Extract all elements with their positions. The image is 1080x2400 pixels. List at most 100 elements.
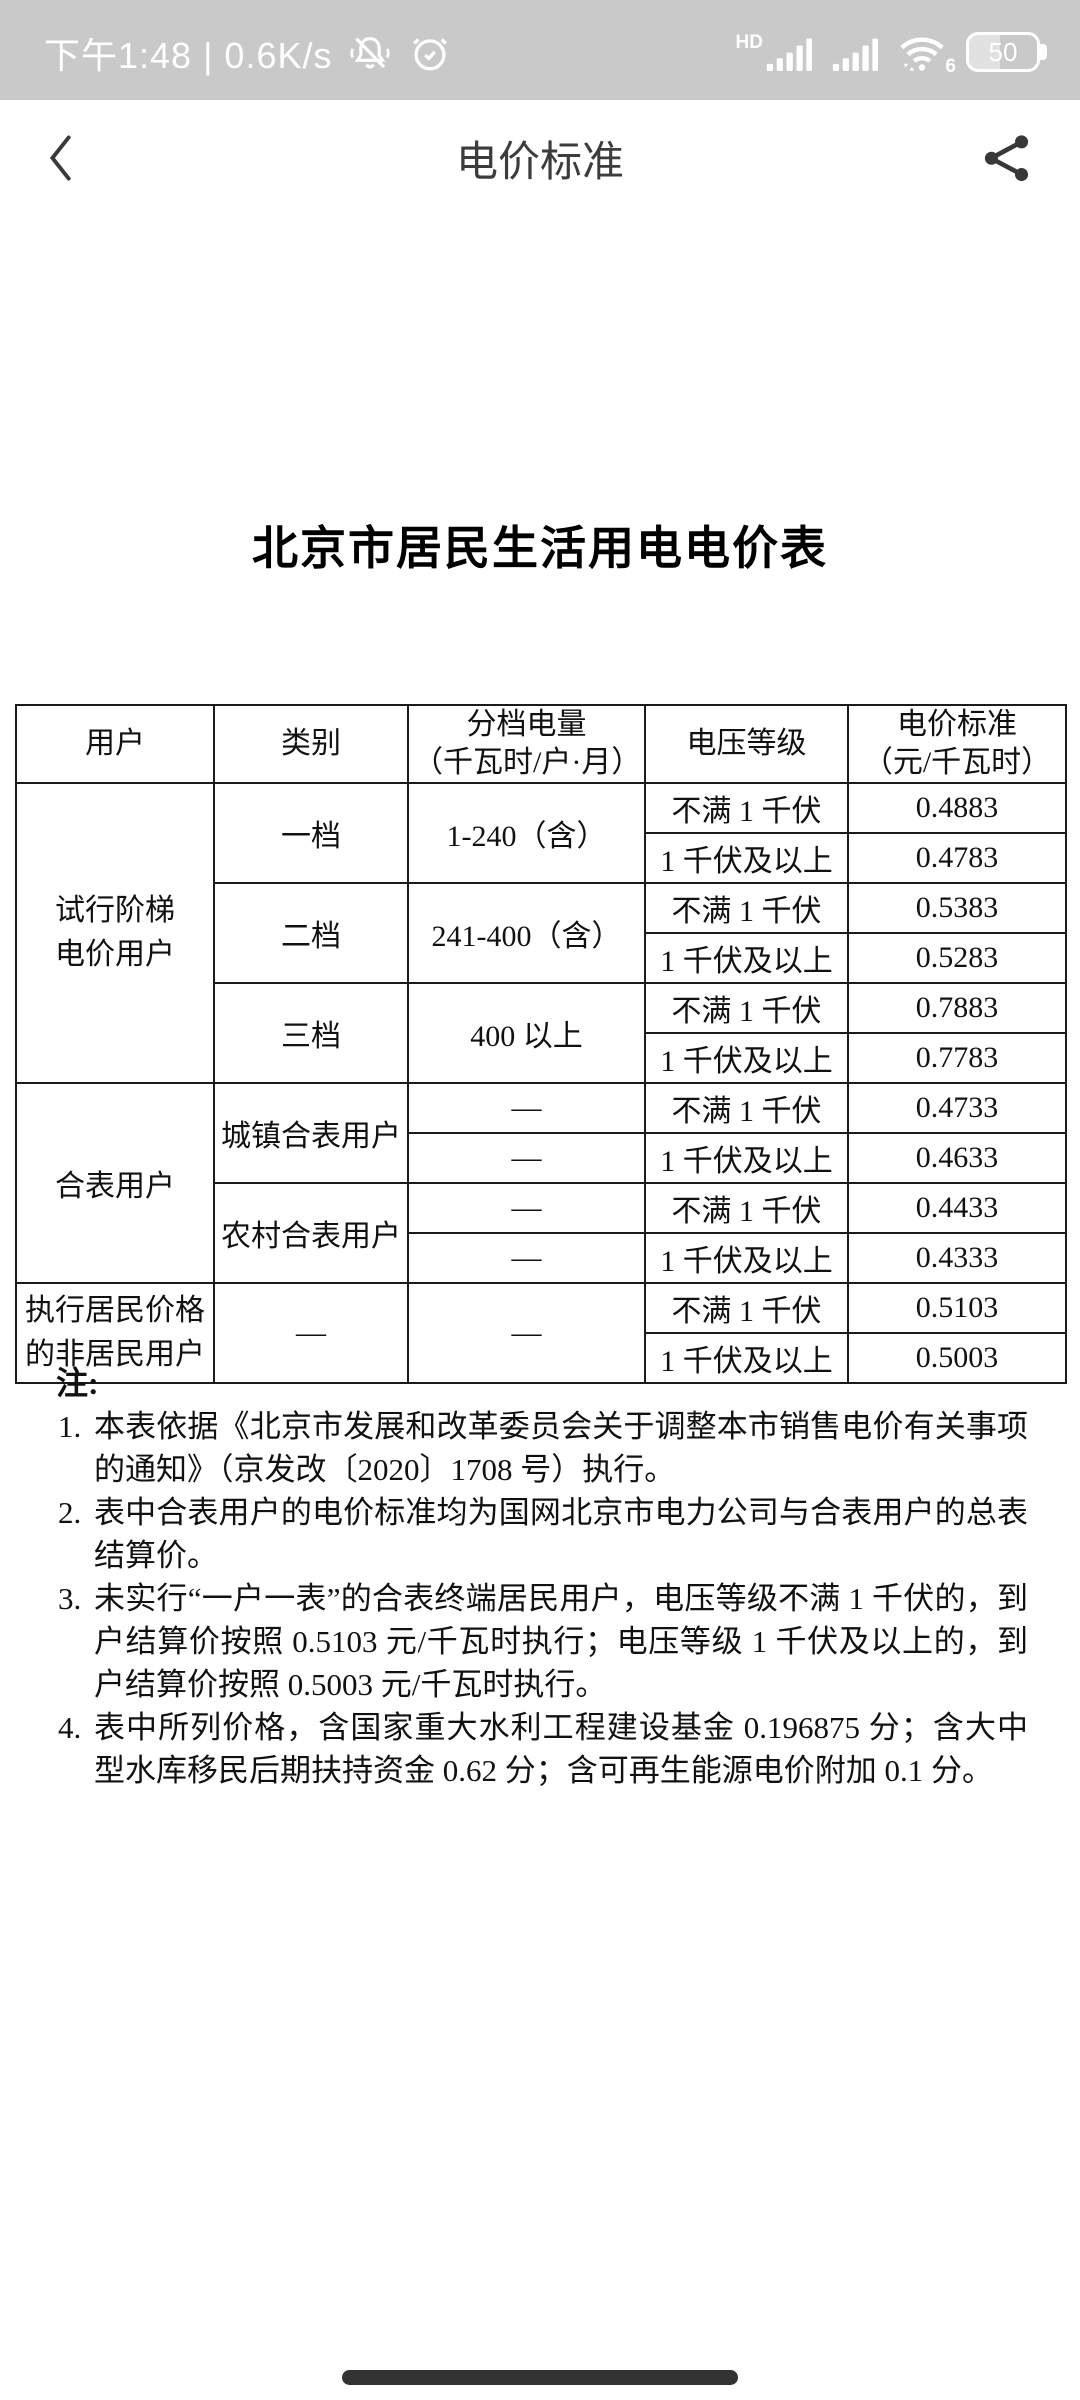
status-left: 下午1:48 | 0.6K/s xyxy=(44,27,452,79)
category-cell: 一档 xyxy=(213,782,409,884)
volume-cell: — xyxy=(407,1182,646,1234)
price-cell: 0.5383 xyxy=(847,882,1067,934)
cell-signal-icon xyxy=(766,38,812,71)
wifi-indicator: 6 xyxy=(896,32,956,77)
note-text: 表中所列价格，含国家重大水利工程建设基金 0.196875 分；含大中型水库移民… xyxy=(94,1710,1028,1788)
note-item: 4. 表中所列价格，含国家重大水利工程建设基金 0.196875 分；含大中型水… xyxy=(44,1706,1028,1792)
table-row: 1 千伏及以上 0.7783 xyxy=(16,1032,1067,1084)
table-row: 执行居民价格 的非居民用户 — — 不满 1 千伏 0.5103 xyxy=(15,1282,1067,1384)
voltage-cell: 1 千伏及以上 xyxy=(644,1032,849,1084)
volume-cell: — xyxy=(407,1282,646,1384)
volume-cell: 400 以上 xyxy=(407,982,646,1084)
price-cell: 0.4633 xyxy=(847,1132,1067,1184)
cell-signal-hd: HD xyxy=(735,32,812,74)
volume-cell: — xyxy=(407,1082,646,1134)
category-cell: 农村合表用户 xyxy=(213,1182,409,1284)
table-header-row: 用户 类别 分档电量 （千瓦时/户·月） 电压等级 电价标准 （元/千瓦时） xyxy=(15,704,1067,784)
app-header: 电价标准 xyxy=(0,100,1080,216)
home-indicator[interactable] xyxy=(342,2370,738,2385)
price-cell: 0.5283 xyxy=(847,932,1067,984)
category-cell: — xyxy=(213,1282,409,1384)
note-number: 3. xyxy=(58,1581,82,1616)
price-table: 用户 类别 分档电量 （千瓦时/户·月） 电压等级 电价标准 （元/千瓦时） 试… xyxy=(15,704,1067,1384)
battery-percent: 50 xyxy=(988,36,1018,67)
table-row: 试行阶梯 电价用户 一档 1-240（含） 不满 1 千伏 0.4883 xyxy=(15,782,1067,1084)
cell-signal-icon xyxy=(832,38,878,71)
col-header-category: 类别 xyxy=(213,704,409,784)
bell-muted-icon xyxy=(350,37,391,69)
category-cell: 二档 xyxy=(213,882,409,984)
note-item: 1. 本表依据《北京市发展和改革委员会关于调整本市销售电价有关事项的通知》（京发… xyxy=(44,1405,1028,1491)
col-header-volume: 分档电量 （千瓦时/户·月） xyxy=(407,704,646,784)
voltage-cell: 不满 1 千伏 xyxy=(644,1282,849,1334)
table-row: 三档 400 以上 不满 1 千伏 0.7883 xyxy=(16,982,1067,1084)
voltage-cell: 不满 1 千伏 xyxy=(644,982,849,1034)
back-button[interactable] xyxy=(44,132,76,184)
wifi-band-label: 6 xyxy=(945,56,956,77)
price-cell: 0.5003 xyxy=(847,1332,1067,1384)
battery-tip xyxy=(1040,44,1047,60)
price-cell: 0.4433 xyxy=(847,1182,1067,1234)
battery-icon: 50 xyxy=(966,32,1047,72)
user-group-cell: 试行阶梯 电价用户 xyxy=(15,782,215,1084)
price-cell: 0.4883 xyxy=(847,782,1067,834)
battery-fill xyxy=(969,35,1000,69)
col-header-price: 电价标准 （元/千瓦时） xyxy=(847,704,1067,784)
table-row: — 1 千伏及以上 0.4333 xyxy=(16,1232,1067,1284)
note-number: 4. xyxy=(58,1710,82,1745)
chevron-left-icon xyxy=(49,135,71,181)
volume-cell: — xyxy=(407,1232,646,1284)
category-cell: 城镇合表用户 xyxy=(213,1082,409,1184)
table-row: 1 千伏及以上 0.5283 xyxy=(16,932,1067,984)
voltage-cell: 不满 1 千伏 xyxy=(644,1182,849,1234)
table-row: 合表用户 城镇合表用户 — 不满 1 千伏 0.4733 xyxy=(15,1082,1067,1284)
volume-cell: 1-240（含） xyxy=(407,782,646,884)
price-cell: 0.4783 xyxy=(847,832,1067,884)
table-row: 农村合表用户 — 不满 1 千伏 0.4433 xyxy=(16,1182,1067,1284)
voltage-cell: 1 千伏及以上 xyxy=(644,1332,849,1384)
voltage-cell: 1 千伏及以上 xyxy=(644,932,849,984)
hd-label: HD xyxy=(735,32,763,53)
volume-cell: 241-400（含） xyxy=(407,882,646,984)
notes-label: 注: xyxy=(56,1365,99,1401)
price-cell: 0.7883 xyxy=(847,982,1067,1034)
voltage-cell: 1 千伏及以上 xyxy=(644,1132,849,1184)
page-title: 电价标准 xyxy=(455,137,624,185)
voltage-cell: 不满 1 千伏 xyxy=(644,1082,849,1134)
note-number: 2. xyxy=(58,1495,82,1530)
document-title: 北京市居民生活用电电价表 xyxy=(252,522,828,574)
note-item: 3. 未实行“一户一表”的合表终端居民用户，电压等级不满 1 千伏的，到户结算价… xyxy=(44,1577,1028,1706)
user-group-cell: 合表用户 xyxy=(15,1082,215,1284)
alarm-clock-icon xyxy=(413,38,448,71)
price-cell: 0.7783 xyxy=(847,1032,1067,1084)
voltage-cell: 不满 1 千伏 xyxy=(644,882,849,934)
share-icon xyxy=(984,135,1029,182)
note-text: 未实行“一户一表”的合表终端居民用户，电压等级不满 1 千伏的，到户结算价按照 … xyxy=(94,1581,1028,1702)
table-row: 二档 241-400（含） 不满 1 千伏 0.5383 xyxy=(16,882,1067,984)
user-group-cell: 执行居民价格 的非居民用户 xyxy=(15,1282,215,1384)
time-and-network-speed: 下午1:48 | 0.6K/s xyxy=(44,35,333,76)
voltage-cell: 1 千伏及以上 xyxy=(644,832,849,884)
table-row: 1 千伏及以上 0.5003 xyxy=(16,1332,1067,1384)
note-text: 表中合表用户的电价标准均为国网北京市电力公司与合表用户的总表结算价。 xyxy=(94,1495,1028,1573)
col-header-user: 用户 xyxy=(15,704,215,784)
col-header-voltage: 电压等级 xyxy=(644,704,849,784)
category-cell: 三档 xyxy=(213,982,409,1084)
volume-cell: — xyxy=(407,1132,646,1184)
note-item: 2. 表中合表用户的电价标准均为国网北京市电力公司与合表用户的总表结算价。 xyxy=(44,1491,1028,1577)
share-button[interactable] xyxy=(980,130,1036,186)
price-cell: 0.5103 xyxy=(847,1282,1067,1334)
status-bar: 下午1:48 | 0.6K/s HD xyxy=(0,0,1080,100)
table-row: 1 千伏及以上 0.4783 xyxy=(16,832,1067,884)
voltage-cell: 不满 1 千伏 xyxy=(644,782,849,834)
price-cell: 0.4733 xyxy=(847,1082,1067,1134)
status-right: HD xyxy=(735,32,1047,77)
voltage-cell: 1 千伏及以上 xyxy=(644,1232,849,1284)
table-row: — 1 千伏及以上 0.4633 xyxy=(16,1132,1067,1184)
note-number: 1. xyxy=(58,1409,82,1444)
note-text: 本表依据《北京市发展和改革委员会关于调整本市销售电价有关事项的通知》（京发改〔2… xyxy=(94,1409,1028,1487)
wifi-icon xyxy=(900,37,944,71)
price-cell: 0.4333 xyxy=(847,1232,1067,1284)
notes-section: 注: 1. 本表依据《北京市发展和改革委员会关于调整本市销售电价有关事项的通知》… xyxy=(44,1362,1028,1792)
